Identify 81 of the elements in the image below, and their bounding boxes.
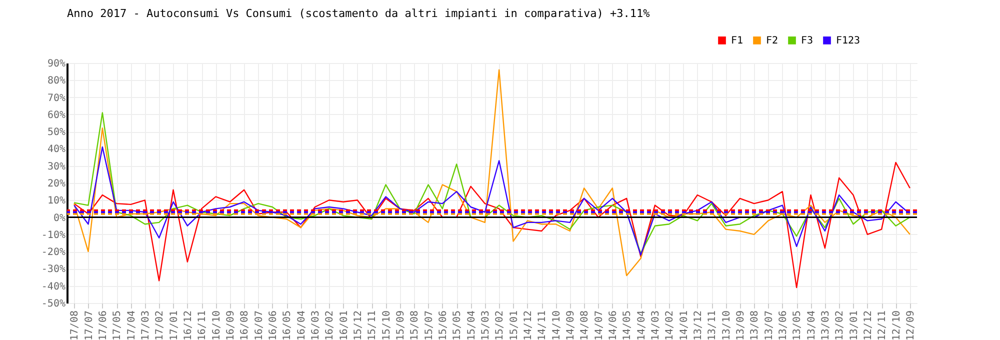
x-tick-label: 13/01 xyxy=(848,310,860,340)
x-tick-label: 17/03 xyxy=(140,310,152,340)
x-tick-label: 16/01 xyxy=(338,310,350,340)
x-tick-label: 14/02 xyxy=(664,310,676,340)
x-tick-label: 15/03 xyxy=(480,310,492,340)
x-tick-label: 14/09 xyxy=(565,310,576,340)
x-tick-label: 13/10 xyxy=(721,310,732,340)
x-tick-label: 16/04 xyxy=(296,310,308,340)
x-tick-label: 14/10 xyxy=(551,310,562,340)
x-tick-label: 16/06 xyxy=(268,310,279,340)
x-tick-label: 15/08 xyxy=(410,310,421,340)
legend-label: F123 xyxy=(836,35,860,46)
x-tick-label: 15/10 xyxy=(381,310,392,340)
x-tick-label: 17/02 xyxy=(154,310,166,340)
y-tick-label: -30% xyxy=(41,264,66,276)
legend-label: F1 xyxy=(731,35,744,46)
x-tick-label: 12/11 xyxy=(877,310,888,340)
x-tick-label: 14/05 xyxy=(622,310,634,340)
x-tick-label: 17/06 xyxy=(98,310,109,340)
x-tick-label: 14/07 xyxy=(594,310,605,340)
x-tick-label: 14/04 xyxy=(636,310,648,340)
x-tick-label: 14/01 xyxy=(678,310,690,340)
x-tick-label: 16/05 xyxy=(282,310,294,340)
y-tick-label: 80% xyxy=(47,76,66,87)
x-tick-label: 15/12 xyxy=(352,310,364,340)
x-tick-label: 13/09 xyxy=(735,310,746,340)
x-tick-label: 17/01 xyxy=(168,310,180,340)
x-tick-label: 15/04 xyxy=(466,310,478,340)
x-tick-label: 16/11 xyxy=(197,310,208,340)
x-tick-label: 13/06 xyxy=(778,310,789,340)
x-tick-label: 15/09 xyxy=(395,310,406,340)
x-tick-label: 13/07 xyxy=(764,310,775,340)
x-tick-label: 14/06 xyxy=(608,310,619,340)
x-tick-label: 16/07 xyxy=(254,310,265,340)
y-tick-label: 20% xyxy=(47,178,66,190)
x-tick-label: 15/01 xyxy=(508,310,520,340)
y-tick-label: -20% xyxy=(41,247,66,258)
y-tick-label: 30% xyxy=(47,161,66,172)
y-tick-label: 70% xyxy=(47,92,66,104)
x-tick-label: 14/12 xyxy=(522,310,534,340)
chart-title: Anno 2017 - Autoconsumi Vs Consumi (scostamento da altri impianti in comparativa) +3.11% xyxy=(67,7,650,20)
x-tick-label: 17/05 xyxy=(112,310,124,340)
y-tick-label: -10% xyxy=(41,230,66,241)
y-tick-label: -50% xyxy=(41,298,66,310)
x-tick-label: 13/08 xyxy=(750,310,761,340)
x-tick-label: 15/11 xyxy=(367,310,378,340)
y-tick-label: 50% xyxy=(47,127,66,138)
x-tick-label: 12/10 xyxy=(891,310,902,340)
x-tick-label: 14/11 xyxy=(537,310,548,340)
y-tick-label: 90% xyxy=(47,58,66,70)
x-tick-label: 16/03 xyxy=(310,310,322,340)
x-tick-label: 13/03 xyxy=(820,310,832,340)
x-tick-label: 13/02 xyxy=(834,310,846,340)
legend-label: F3 xyxy=(801,35,814,46)
x-tick-label: 13/04 xyxy=(806,310,818,340)
y-tick-label: 0% xyxy=(53,212,66,224)
x-tick-label: 13/11 xyxy=(707,310,718,340)
x-tick-label: 15/02 xyxy=(494,310,506,340)
y-tick-label: -40% xyxy=(41,281,66,292)
x-tick-label: 16/10 xyxy=(211,310,222,340)
y-tick-label: 60% xyxy=(47,110,66,121)
y-tick-label: 40% xyxy=(47,144,66,156)
x-tick-label: 16/02 xyxy=(324,310,336,340)
x-tick-label: 13/05 xyxy=(792,310,804,340)
x-tick-label: 14/03 xyxy=(650,310,662,340)
x-tick-label: 16/08 xyxy=(240,310,251,340)
x-tick-label: 12/09 xyxy=(905,310,916,340)
x-tick-label: 17/08 xyxy=(70,310,81,340)
legend-label: F2 xyxy=(766,35,778,46)
x-tick-label: 14/08 xyxy=(580,310,591,340)
y-tick-label: 10% xyxy=(47,196,66,207)
x-tick-label: 12/12 xyxy=(862,310,874,340)
x-tick-label: 15/07 xyxy=(424,310,435,340)
x-tick-label: 17/07 xyxy=(84,310,95,340)
x-tick-label: 16/12 xyxy=(182,310,194,340)
x-tick-label: 17/04 xyxy=(126,310,138,340)
line-series xyxy=(73,112,911,254)
x-tick-label: 16/09 xyxy=(225,310,236,340)
x-tick-label: 13/12 xyxy=(692,310,704,340)
x-tick-label: 15/06 xyxy=(438,310,449,340)
x-tick-label: 15/05 xyxy=(452,310,464,340)
